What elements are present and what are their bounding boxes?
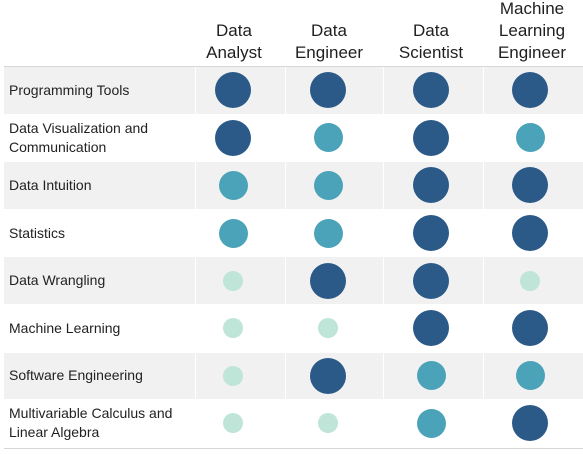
- rating-dot: [413, 72, 449, 109]
- table-top-divider: [4, 66, 583, 67]
- rating-dot: [512, 405, 548, 442]
- rating-dot: [512, 167, 548, 204]
- rating-dot: [215, 119, 251, 156]
- table-row: Programming Tools: [4, 67, 583, 115]
- rating-dot: [310, 357, 346, 394]
- column-divider: [383, 67, 384, 449]
- rating-dot: [413, 262, 449, 299]
- table-row: Data Wrangling: [4, 257, 583, 305]
- rating-dot: [512, 72, 548, 109]
- table-bottom-divider: [4, 448, 583, 449]
- rating-dot: [318, 413, 338, 434]
- rating-dot: [413, 167, 449, 204]
- row-label-multivariable-calculus: Multivariable Calculus and Linear Algebr…: [9, 405, 173, 441]
- row-label-software-engineering: Software Engineering: [9, 367, 143, 384]
- rating-dot: [310, 72, 346, 109]
- row-label-machine-learning: Machine Learning: [9, 319, 121, 336]
- column-header-data-engineer: Data Engineer: [294, 21, 364, 62]
- row-label-statistics: Statistics: [9, 224, 66, 241]
- row-label-data-wrangling: Data Wrangling: [9, 272, 106, 289]
- row-label-programming-tools: Programming Tools: [9, 81, 130, 98]
- column-header-row: Data Analyst Data Engineer Data Scientis…: [0, 0, 583, 67]
- column-header-machine-learning-engineer: Machine Learning Engineer: [497, 0, 567, 62]
- rating-dot: [413, 215, 449, 252]
- column-divider: [285, 67, 286, 449]
- table-row: Machine Learning: [4, 305, 583, 353]
- rating-dot: [218, 218, 248, 248]
- table-row: Software Engineering: [4, 352, 583, 401]
- column-divider: [483, 67, 484, 449]
- rating-dot: [215, 72, 251, 109]
- row-label-data-intuition: Data Intuition: [9, 176, 92, 193]
- rating-dot: [512, 215, 548, 252]
- rating-dot: [520, 270, 540, 291]
- rating-dot: [223, 270, 243, 291]
- rating-dot: [218, 170, 248, 200]
- table-row: Statistics: [4, 210, 583, 258]
- column-divider: [195, 67, 196, 449]
- rating-dot: [313, 123, 343, 153]
- column-header-data-scientist: Data Scientist: [398, 21, 464, 62]
- rating-dot: [223, 413, 243, 434]
- rating-dot: [512, 310, 548, 347]
- rating-dot: [515, 123, 545, 153]
- row-label-data-visualization: Data Visualization and Communication: [9, 119, 149, 155]
- column-header-data-analyst: Data Analyst: [206, 21, 262, 62]
- rating-dot: [223, 318, 243, 339]
- skills-table: Programming Tools Data Visualization and…: [4, 67, 583, 448]
- rating-dot: [413, 119, 449, 156]
- rating-dot: [313, 218, 343, 248]
- rating-dot: [310, 262, 346, 299]
- rating-dot: [413, 310, 449, 347]
- rating-dot: [416, 408, 446, 438]
- rating-dot: [416, 361, 446, 391]
- table-row: Data Visualization and Communication: [4, 115, 583, 163]
- table-row: Data Intuition: [4, 162, 583, 210]
- table-row: Multivariable Calculus and Linear Algebr…: [4, 400, 583, 448]
- rating-dot: [515, 361, 545, 391]
- rating-dot: [313, 170, 343, 200]
- rating-dot: [318, 318, 338, 339]
- rating-dot: [223, 365, 243, 386]
